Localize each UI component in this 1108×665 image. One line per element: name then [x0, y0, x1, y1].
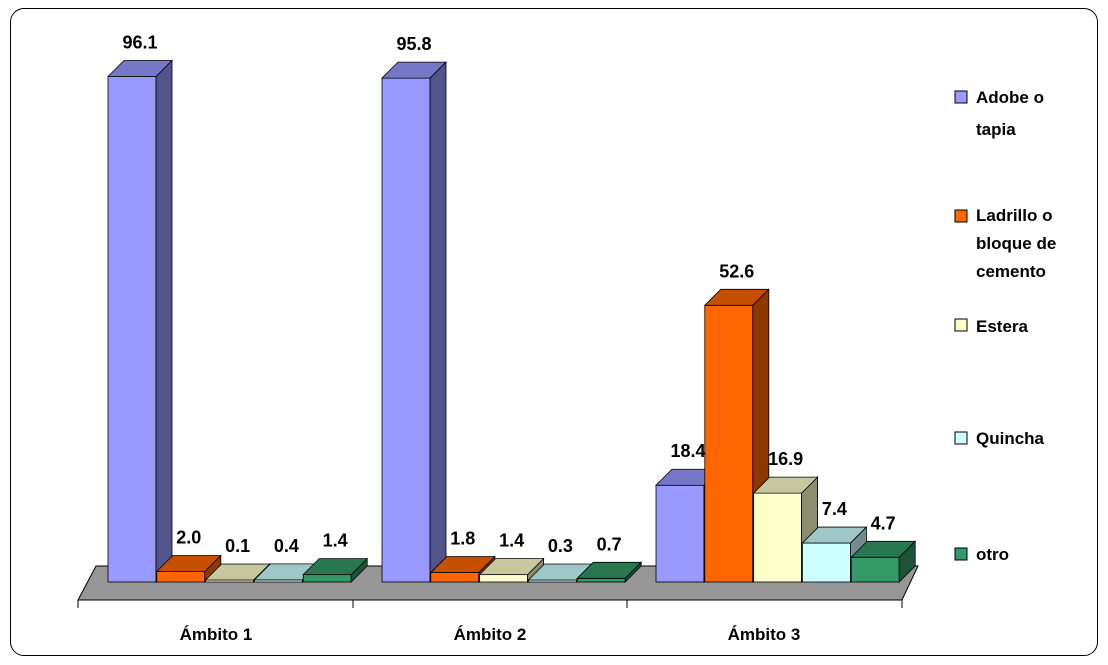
bar-front: [382, 78, 430, 582]
value-label: 7.4: [822, 499, 847, 519]
value-label: 0.3: [548, 536, 573, 556]
value-label: 4.7: [871, 513, 896, 533]
value-label: 2.0: [176, 527, 201, 547]
legend-label: otro: [976, 545, 1009, 564]
bar-front: [577, 578, 625, 582]
bar-front: [431, 573, 479, 582]
bar-front: [754, 493, 802, 582]
value-label: 0.7: [597, 534, 622, 554]
legend-swatch: [955, 210, 967, 222]
legend-swatch: [955, 91, 967, 103]
value-label: 0.1: [225, 536, 250, 556]
bar-front: [802, 543, 850, 582]
value-label: 0.4: [274, 536, 299, 556]
value-label: 16.9: [768, 449, 803, 469]
legend-label: Quincha: [976, 429, 1045, 448]
legend: Adobe o tapia Ladrillo o bloque de cemen…: [955, 88, 1056, 564]
category-labels: Ámbito 1 Ámbito 2 Ámbito 3: [180, 625, 801, 644]
legend-label: bloque de: [976, 234, 1056, 253]
legend-label: Adobe o: [976, 88, 1044, 107]
value-label: 52.6: [719, 261, 754, 281]
category-label: Ámbito 3: [728, 625, 801, 644]
bar-front: [851, 557, 899, 582]
category-label: Ámbito 2: [454, 625, 527, 644]
bar-front: [303, 575, 351, 582]
x-axis: [78, 600, 902, 608]
value-label: 1.8: [450, 529, 475, 549]
bar: [851, 541, 915, 582]
legend-label: Ladrillo o: [976, 206, 1053, 225]
legend-label: cemento: [976, 262, 1046, 281]
legend-swatch: [955, 548, 967, 560]
legend-swatch: [955, 319, 967, 331]
value-label: 18.4: [670, 441, 705, 461]
bar: [382, 62, 446, 582]
bar-side: [156, 61, 172, 582]
bar-front: [656, 485, 704, 582]
value-label: 1.4: [323, 531, 348, 551]
legend-label: Estera: [976, 317, 1029, 336]
value-label: 1.4: [499, 531, 524, 551]
bar-side: [430, 62, 446, 582]
value-label: 96.1: [122, 33, 157, 53]
bar-front: [480, 575, 528, 582]
bars: [108, 61, 915, 582]
bar-front: [157, 571, 205, 582]
value-label: 95.8: [396, 34, 431, 54]
bar-front: [705, 305, 753, 582]
legend-label: tapia: [976, 120, 1016, 139]
category-label: Ámbito 1: [180, 625, 253, 644]
bar: [108, 61, 172, 582]
bar-front: [108, 77, 156, 582]
legend-swatch: [955, 432, 967, 444]
